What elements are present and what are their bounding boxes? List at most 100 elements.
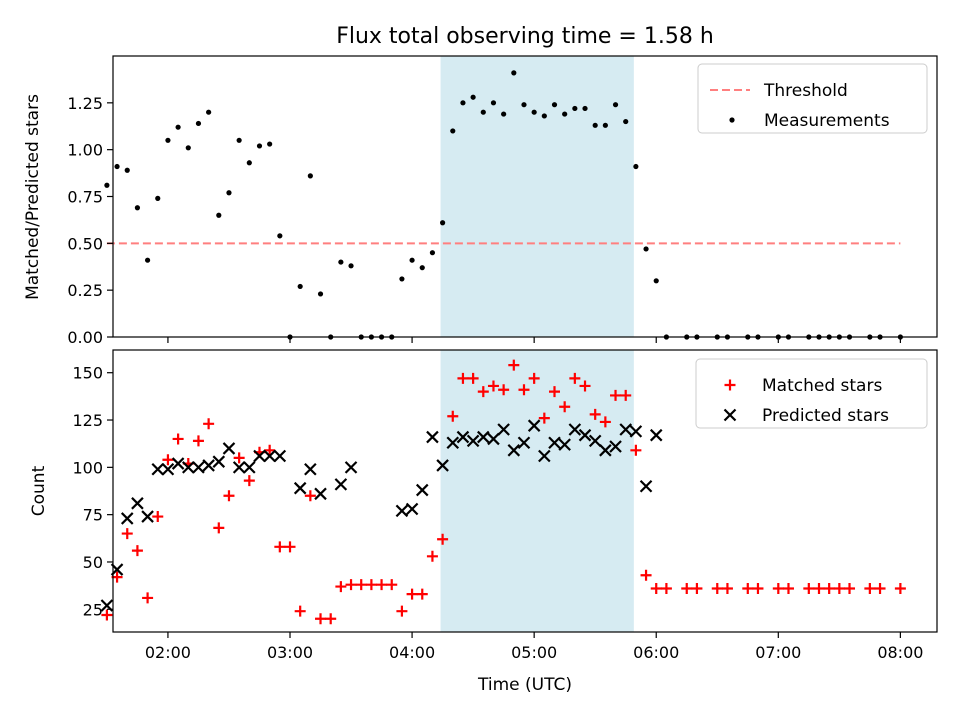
matched-star-point [284, 541, 296, 553]
matched-star-point [772, 582, 784, 594]
matched-star-point [487, 380, 499, 392]
bottom-y-axis-label: Count [29, 465, 49, 516]
measurement-point [297, 283, 303, 290]
matched-star-point [223, 490, 235, 502]
top-y-tick-label: 0.00 [67, 328, 103, 347]
shaded-interval [440, 350, 634, 632]
predicted-star-point [161, 462, 175, 476]
measurement-point [338, 259, 344, 265]
predicted-star-point [263, 449, 276, 463]
matched-star-point [559, 401, 571, 413]
matched-star-point [681, 582, 693, 594]
bottom-y-tick-label: 150 [72, 364, 103, 383]
matched-star-point [192, 435, 204, 447]
matched-star-point [233, 452, 245, 464]
x-tick-label: 08:00 [877, 643, 923, 662]
x-tick-label: 03:00 [267, 643, 313, 662]
matched-star-point [416, 588, 428, 600]
matched-star-point [335, 581, 347, 593]
x-tick-label: 04:00 [389, 643, 435, 662]
matched-star-point [345, 579, 357, 591]
predicted-star-point [599, 444, 612, 457]
matched-star-point [660, 582, 672, 594]
matched-star-point [742, 582, 754, 594]
matched-star-point [152, 511, 164, 523]
matched-star-point [457, 372, 469, 384]
x-tick-label: 02:00 [145, 643, 191, 662]
legend-swatch [723, 408, 737, 422]
predicted-star-point [395, 504, 409, 518]
bottom-y-tick-label: 125 [72, 411, 103, 430]
predicted-star-point [232, 461, 246, 474]
measurement-point [216, 212, 222, 218]
matched-star-point [477, 386, 489, 398]
predicted-star-point [497, 423, 510, 436]
matched-star-point [162, 454, 174, 466]
legend-swatch [724, 379, 736, 391]
measurement-point [175, 124, 181, 130]
matched-star-point [894, 582, 906, 594]
measurement-point [480, 109, 486, 115]
matched-star-point [101, 609, 113, 621]
predicted-star-point [334, 478, 348, 491]
measurement-point [165, 137, 171, 143]
predicted-star-point [456, 430, 470, 444]
matched-star-point [386, 579, 398, 591]
predicted-star-point [538, 449, 551, 463]
matched-star-point [325, 613, 337, 625]
measurement-point [226, 190, 232, 196]
top-legend: Threshold Measurements [697, 63, 928, 134]
matched-star-point [213, 522, 225, 534]
matched-star-point [813, 582, 825, 594]
matched-star-point [274, 541, 286, 553]
matched-star-point [691, 582, 703, 594]
measurement-point [409, 257, 415, 263]
measurement-point [134, 205, 141, 211]
top-axes-frame [112, 55, 938, 338]
measurement-point [633, 163, 639, 170]
measurement-point [277, 233, 283, 239]
measurement-point [653, 278, 659, 284]
matched-star-point [406, 588, 418, 600]
measurement-point [104, 182, 110, 188]
top-y-tick-label: 1.00 [67, 141, 103, 160]
predicted-star-point [182, 461, 195, 474]
predicted-star-point [151, 462, 165, 476]
predicted-star-point [517, 436, 531, 450]
matched-star-point [203, 418, 215, 430]
measurement-point [643, 246, 649, 252]
predicted-star-point [649, 428, 663, 442]
matched-star-point [599, 416, 611, 428]
predicted-star-point [192, 461, 205, 474]
matched-star-point [864, 582, 876, 594]
measurement-point [429, 250, 436, 256]
top-y-tick-label: 0.25 [67, 281, 103, 300]
matched-star-point [355, 579, 367, 591]
matched-star-point [243, 475, 255, 487]
bottom-axes-frame [112, 349, 938, 633]
predicted-star-point [131, 497, 144, 510]
matched-star-point [823, 582, 835, 594]
measurement-point [551, 102, 558, 108]
matched-star-point [121, 528, 133, 540]
x-axis-label: Time (UTC) [477, 675, 572, 695]
predicted-star-point [578, 428, 592, 442]
predicted-star-point [171, 457, 185, 470]
measurement-point [511, 70, 517, 76]
predicted-star-point [120, 512, 134, 525]
predicted-star-point [243, 461, 256, 474]
measurement-point [114, 163, 120, 170]
matched-star-point [172, 433, 184, 445]
measurement-point [572, 105, 578, 112]
legend-label: Matched stars [762, 376, 882, 396]
bottom-series-points [100, 359, 906, 625]
predicted-star-point [202, 459, 215, 472]
matched-star-point [437, 533, 449, 545]
matched-star-point [874, 582, 886, 594]
predicted-star-point [487, 432, 500, 446]
predicted-star-point [466, 434, 480, 448]
measurement-point [440, 220, 446, 226]
measurement-point [236, 137, 242, 143]
measurement-point [124, 167, 130, 173]
